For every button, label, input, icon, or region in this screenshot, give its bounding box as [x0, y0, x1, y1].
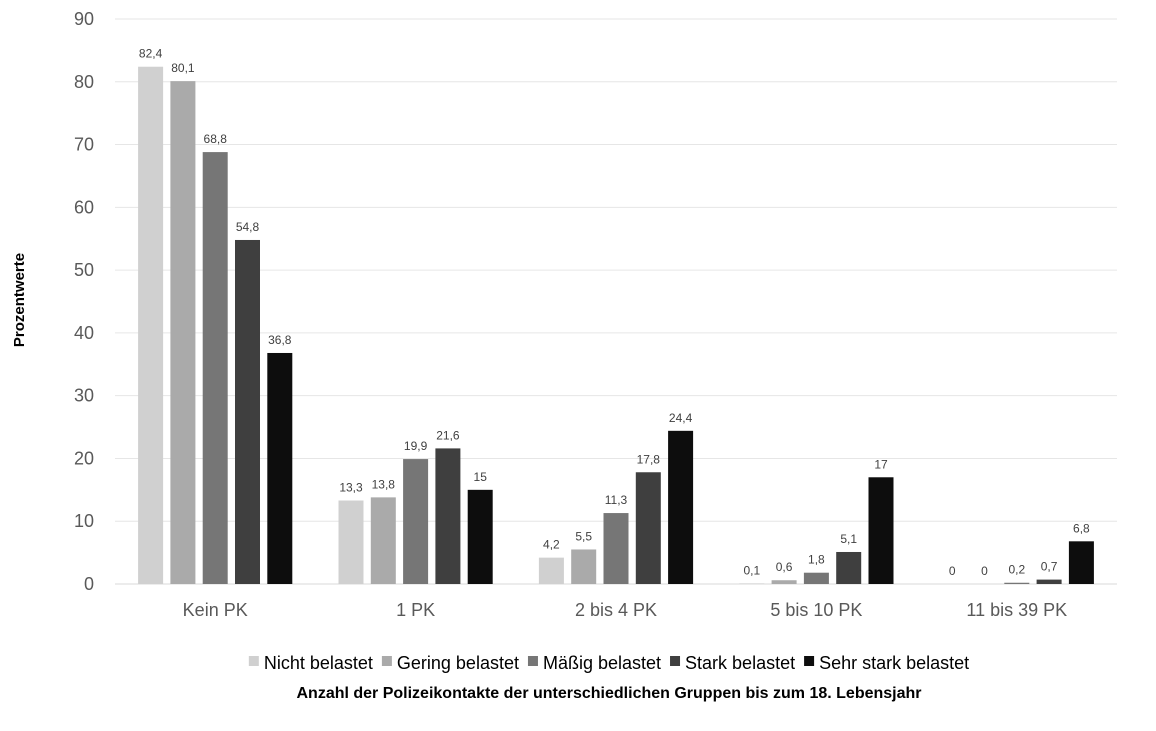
data-label: 6,8	[1073, 521, 1090, 535]
y-tick-label: 60	[74, 197, 94, 217]
bar	[435, 448, 461, 584]
bar	[202, 152, 228, 585]
data-label: 17,8	[637, 452, 661, 466]
x-category-label: Kein PK	[183, 600, 248, 620]
data-label: 13,3	[339, 481, 363, 495]
data-label: 15	[474, 470, 488, 484]
y-tick-label: 20	[74, 448, 94, 468]
legend-swatch	[804, 656, 815, 666]
data-label: 24,4	[669, 411, 693, 425]
legend-item: Mäßig belastet	[527, 653, 661, 673]
bar	[1036, 579, 1062, 584]
data-label: 82,4	[139, 47, 163, 61]
bar	[1004, 582, 1030, 584]
data-label: 17	[874, 457, 888, 471]
y-tick-label: 0	[84, 574, 94, 594]
y-tick-label: 90	[74, 9, 94, 29]
bar	[868, 477, 894, 584]
y-axis-label: Prozentwerte	[11, 253, 28, 347]
data-label: 0,7	[1041, 560, 1058, 574]
x-category-label: 5 bis 10 PK	[770, 600, 862, 620]
legend-label: Nicht belastet	[264, 653, 373, 673]
y-axis-ticks: 0 10 20 30 40 50 60 70 80 90	[74, 9, 94, 594]
y-tick-label: 10	[74, 511, 94, 531]
data-label: 36,8	[268, 333, 292, 347]
data-label: 0	[949, 564, 956, 578]
legend-item: Gering belastet	[381, 653, 519, 673]
bar	[739, 583, 765, 584]
bar	[603, 513, 629, 584]
bar	[467, 489, 493, 584]
data-label: 0	[981, 564, 988, 578]
legend: Nicht belastet Gering belastet Mäßig belas…	[248, 653, 969, 673]
bar	[668, 430, 694, 584]
y-tick-label: 40	[74, 323, 94, 343]
data-label: 11,3	[605, 493, 628, 507]
data-label: 19,9	[404, 439, 428, 453]
legend-label: Stark belastet	[685, 653, 795, 673]
data-label: 68,8	[204, 132, 228, 146]
bar	[267, 352, 293, 584]
bar	[138, 66, 164, 584]
y-tick-label: 50	[74, 260, 94, 280]
data-label: 5,1	[840, 532, 857, 546]
legend-swatch	[248, 656, 259, 666]
y-tick-label: 80	[74, 72, 94, 92]
data-label: 54,8	[236, 220, 260, 234]
y-tick-label: 70	[74, 135, 94, 155]
bar	[538, 557, 564, 584]
y-tick-label: 30	[74, 386, 94, 406]
bar	[571, 549, 597, 584]
legend-label: Mäßig belastet	[543, 653, 661, 673]
bar	[803, 572, 829, 584]
data-label: 0,1	[743, 563, 760, 577]
data-label: 0,6	[776, 560, 793, 574]
data-label: 1,8	[808, 553, 825, 567]
bar	[170, 81, 196, 585]
bar	[235, 239, 260, 584]
data-labels: 82,4 80,1 68,8 54,8 36,8 13,3 13,8 19,9 21,6 15 4,…	[139, 47, 1090, 578]
legend-swatch	[381, 656, 392, 666]
x-axis-categories: Kein PK 1 PK 2 bis 4 PK 5 bis 10 PK 11 bis 3…	[183, 600, 1067, 620]
data-label: 4,2	[543, 538, 560, 552]
data-label: 80,1	[171, 61, 195, 75]
bar	[403, 459, 429, 584]
x-category-label: 1 PK	[396, 600, 435, 620]
legend-swatch	[670, 656, 681, 666]
legend-item: Sehr stark belastet	[804, 653, 969, 673]
bars	[138, 66, 1094, 585]
data-label: 21,6	[436, 428, 460, 442]
bar	[635, 472, 661, 584]
legend-swatch	[527, 656, 538, 666]
data-label: 0,2	[1008, 563, 1025, 577]
legend-label: Gering belastet	[397, 653, 519, 673]
legend-label: Sehr stark belastet	[819, 653, 969, 673]
x-category-label: 2 bis 4 PK	[575, 600, 657, 620]
data-label: 5,5	[575, 529, 592, 543]
data-label: 13,8	[372, 477, 396, 491]
bar	[771, 580, 797, 584]
x-axis-title: Anzahl der Polizeikontakte der unterschi…	[296, 685, 921, 702]
legend-item: Nicht belastet	[248, 653, 373, 673]
bar	[370, 497, 396, 584]
bar	[836, 551, 862, 584]
legend-item: Stark belastet	[670, 653, 795, 673]
x-category-label: 11 bis 39 PK	[966, 600, 1067, 620]
bar	[338, 500, 364, 584]
bar	[1068, 541, 1094, 584]
